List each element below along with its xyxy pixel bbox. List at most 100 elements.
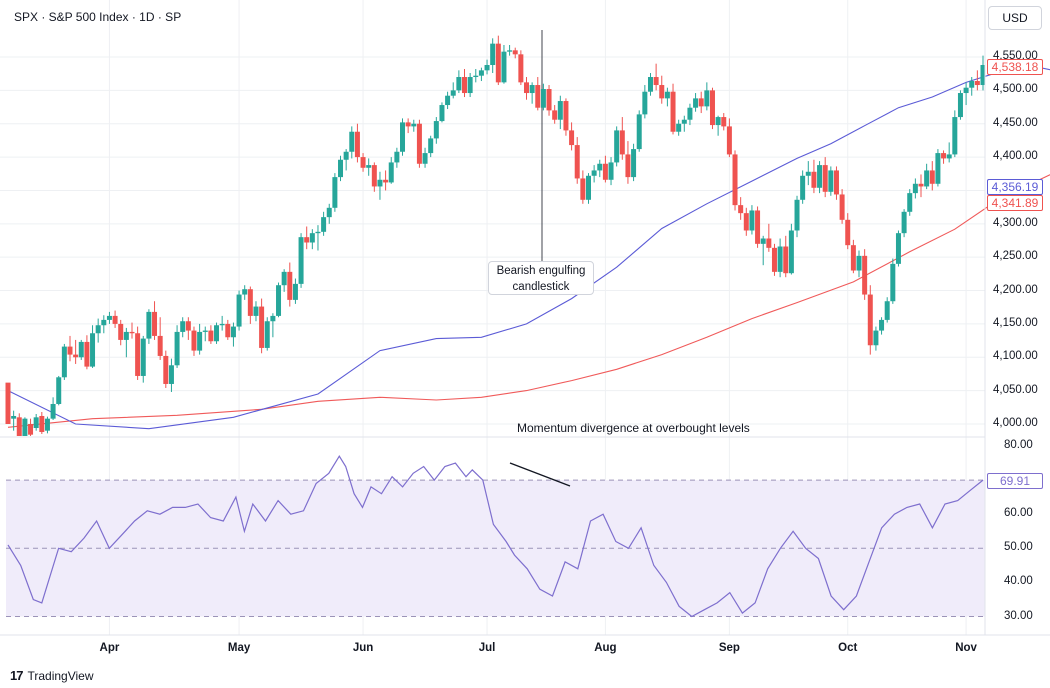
candle-body bbox=[817, 165, 823, 188]
candlestick bbox=[428, 135, 434, 158]
candle-body bbox=[664, 91, 670, 99]
candle-body bbox=[811, 171, 817, 188]
rsi-tick-label: 60.00 bbox=[1004, 507, 1033, 520]
price-tick-label: 4,000.00 bbox=[993, 417, 1038, 429]
candle-body bbox=[304, 237, 310, 243]
candlestick bbox=[253, 301, 259, 322]
candle-body bbox=[445, 95, 451, 106]
candlestick bbox=[952, 110, 958, 158]
candle-body bbox=[416, 123, 422, 164]
candlestick bbox=[95, 318, 101, 343]
price-tick-label: 4,500.00 bbox=[993, 83, 1038, 96]
symbol-title[interactable]: SPX · S&P 500 Index · 1D · SP bbox=[14, 10, 182, 24]
candle-body bbox=[28, 424, 34, 435]
price-tick-label: 4,050.00 bbox=[993, 383, 1038, 396]
candle-body bbox=[146, 311, 152, 339]
candle-body bbox=[22, 418, 28, 436]
candle-body bbox=[935, 153, 941, 184]
candlestick bbox=[168, 358, 174, 392]
rsi-tick-label: 40.00 bbox=[1004, 575, 1033, 588]
candle-body bbox=[90, 333, 96, 367]
candle-body bbox=[755, 210, 761, 244]
candle-body bbox=[862, 255, 868, 295]
candlestick bbox=[597, 159, 603, 178]
candlestick bbox=[552, 105, 558, 124]
candlestick bbox=[112, 310, 118, 328]
currency-button[interactable]: USD bbox=[988, 6, 1042, 30]
candle-body bbox=[726, 126, 732, 155]
candle-body bbox=[687, 107, 693, 120]
last-price-badge: 4,538.18 bbox=[987, 59, 1043, 75]
candlestick bbox=[90, 325, 96, 368]
candlestick bbox=[33, 413, 39, 431]
candle-body bbox=[101, 319, 107, 326]
candlestick bbox=[518, 50, 524, 86]
candle-body bbox=[794, 199, 800, 231]
candlestick bbox=[636, 110, 642, 152]
candlestick bbox=[495, 35, 501, 86]
candle-body bbox=[771, 247, 777, 272]
candle-body bbox=[230, 326, 236, 338]
candlestick bbox=[197, 323, 203, 355]
candlestick bbox=[422, 147, 428, 168]
candlestick bbox=[726, 118, 732, 158]
candlestick bbox=[693, 93, 699, 112]
rsi-tick-label: 50.00 bbox=[1004, 541, 1033, 554]
candle-body bbox=[95, 325, 101, 334]
candle-body bbox=[343, 151, 349, 160]
candlestick bbox=[388, 157, 394, 184]
candle-body bbox=[647, 77, 653, 92]
candlestick bbox=[957, 90, 963, 120]
candle-body bbox=[135, 333, 141, 376]
candlestick bbox=[946, 142, 952, 163]
candlestick bbox=[67, 335, 73, 362]
candlestick bbox=[354, 123, 360, 163]
month-tick-label: Jun bbox=[352, 642, 374, 654]
candlestick bbox=[969, 77, 975, 96]
candlestick bbox=[326, 203, 332, 224]
candle-body bbox=[354, 131, 360, 158]
candlestick bbox=[941, 150, 947, 164]
candle-body bbox=[56, 377, 62, 404]
candle-body bbox=[371, 165, 377, 187]
candle-body bbox=[850, 245, 856, 271]
candle-body bbox=[557, 101, 563, 120]
candlestick bbox=[563, 98, 569, 136]
candle-body bbox=[845, 219, 851, 246]
candlestick bbox=[918, 174, 924, 198]
candlestick bbox=[309, 229, 315, 250]
candlestick bbox=[349, 126, 355, 159]
candlestick bbox=[512, 47, 518, 59]
candlestick bbox=[123, 327, 129, 358]
candle-body bbox=[490, 43, 496, 66]
month-tick-label: Jul bbox=[478, 642, 496, 654]
candlestick bbox=[749, 205, 755, 235]
candlestick bbox=[445, 91, 451, 110]
candlestick bbox=[580, 170, 586, 204]
candle-body bbox=[78, 341, 84, 358]
candlestick bbox=[755, 206, 761, 248]
candle-body bbox=[642, 91, 648, 115]
candlestick bbox=[292, 278, 298, 304]
candle-body bbox=[591, 170, 597, 176]
candle-body bbox=[16, 417, 22, 436]
candle-body bbox=[321, 217, 327, 232]
candle-body bbox=[912, 183, 918, 194]
candlestick bbox=[456, 70, 462, 94]
candle-body bbox=[225, 323, 231, 338]
ma-slow-badge: 4,341.89 bbox=[987, 195, 1043, 211]
candlestick bbox=[732, 150, 738, 211]
tradingview-logo[interactable]: 17 TradingView bbox=[10, 668, 94, 683]
candlestick bbox=[490, 38, 496, 74]
candle-body bbox=[462, 77, 468, 94]
candle-body bbox=[653, 77, 659, 86]
tradingview-logo-icon: 17 bbox=[10, 668, 24, 683]
candlestick bbox=[929, 161, 935, 191]
candle-body bbox=[552, 110, 558, 120]
candlestick bbox=[935, 149, 941, 187]
candlestick bbox=[140, 335, 146, 383]
candlestick bbox=[11, 410, 17, 431]
candlestick bbox=[106, 311, 112, 324]
candlestick bbox=[585, 173, 591, 204]
